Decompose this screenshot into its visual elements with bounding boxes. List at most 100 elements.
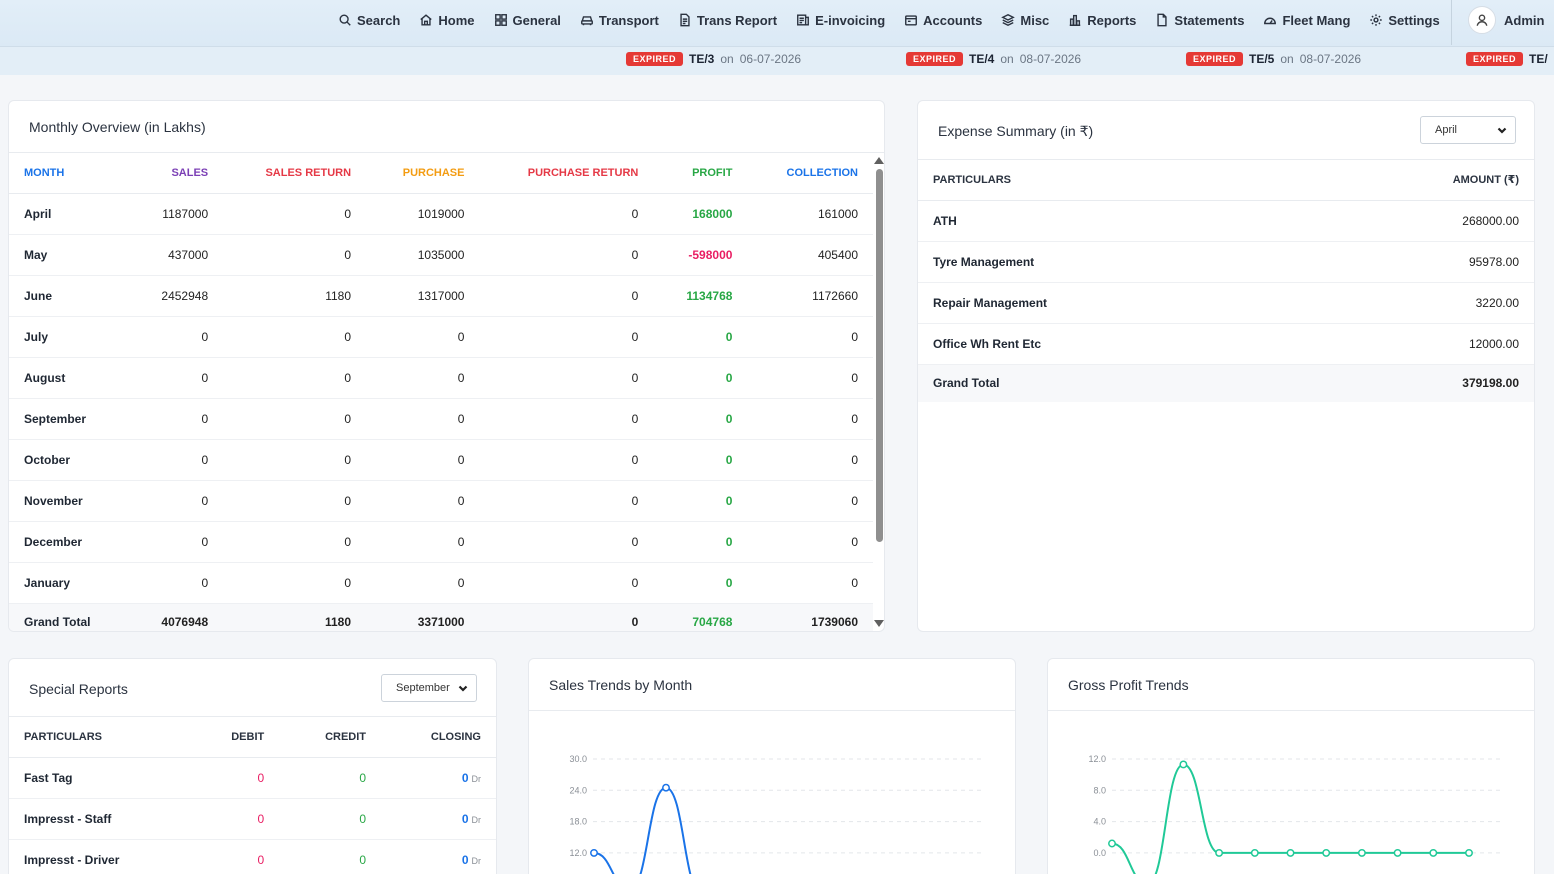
month-cell: September: [9, 398, 129, 440]
chevron-down-icon: [458, 685, 468, 692]
nav-item-transport[interactable]: Transport: [580, 13, 659, 28]
value-cell: 0: [479, 275, 654, 317]
user-menu[interactable]: Admin: [1468, 6, 1544, 34]
bar-chart-icon: [1070, 14, 1081, 26]
total-label: Grand Total: [918, 364, 1288, 402]
table-row: October 0 0 0 0 0 0: [9, 439, 873, 481]
special-month-select[interactable]: September: [381, 674, 477, 702]
column-header: CLOSING: [381, 717, 496, 758]
nav-item-statements[interactable]: Statements: [1155, 13, 1244, 28]
table-row: Impresst - Driver 0 0 0 Dr: [9, 839, 496, 874]
nav-item-e-invoicing[interactable]: E-invoicing: [796, 13, 885, 28]
nav-item-search[interactable]: Search: [338, 13, 400, 28]
table-row: April 1187000 0 1019000 0 168000 161000: [9, 193, 873, 235]
expense-table: PARTICULARS AMOUNT (₹) ATH 268000.00 Tyre M…: [918, 160, 1534, 402]
expense-month-select[interactable]: April: [1420, 116, 1516, 144]
table-row: July 0 0 0 0 0 0: [9, 316, 873, 358]
data-point[interactable]: [1357, 848, 1366, 857]
value-cell: 0: [223, 562, 367, 604]
value-cell: 0: [128, 480, 224, 522]
nav-item-general[interactable]: General: [494, 13, 561, 28]
nav-item-label: Home: [438, 12, 475, 28]
scroll-up-arrow-icon[interactable]: [874, 157, 884, 164]
credit-cell: 0: [279, 839, 382, 874]
value-cell: 0: [479, 234, 654, 276]
data-point[interactable]: [1250, 848, 1259, 857]
ticker-on: on: [1000, 52, 1014, 66]
month-cell: April: [9, 193, 129, 235]
nav-item-trans-report[interactable]: Trans Report: [678, 13, 777, 28]
total-cell: 4076948: [128, 603, 224, 631]
ticker-on: on: [1280, 52, 1294, 66]
nav-item-misc[interactable]: Misc: [1001, 13, 1049, 28]
nav-item-label: Settings: [1388, 12, 1440, 28]
value-cell: 405400: [747, 234, 873, 276]
column-header: CREDIT: [279, 717, 382, 758]
layers-icon: [1001, 13, 1016, 27]
column-header: PARTICULARS: [918, 160, 1288, 201]
nav-item-reports[interactable]: Reports: [1068, 13, 1136, 28]
particular-cell: Office Wh Rent Etc: [918, 323, 1288, 365]
ticker-item: EXPIRED TE/3 on 06-07-2026: [626, 52, 801, 66]
data-point[interactable]: [1465, 848, 1473, 857]
value-cell: 0: [747, 521, 873, 563]
nav-item-settings[interactable]: Settings: [1369, 12, 1440, 28]
ticker-date: 08-07-2026: [1299, 52, 1362, 66]
value-cell: 1019000: [366, 193, 480, 235]
dr-suffix: Dr: [471, 855, 482, 866]
y-tick-label: 30.0: [569, 754, 587, 764]
nav-item-fleet-mang[interactable]: Fleet Mang: [1263, 13, 1350, 28]
nav-item-label: Accounts: [923, 12, 983, 28]
data-point[interactable]: [590, 848, 598, 857]
series-line: [593, 786, 692, 874]
nav-item-label: Search: [357, 12, 401, 28]
value-cell: 0: [653, 439, 748, 481]
ticker-on: on: [720, 52, 734, 66]
particular-cell: Impresst - Staff: [9, 798, 189, 840]
value-cell: 0: [223, 521, 367, 563]
grid-icon: [494, 14, 507, 26]
y-tick-label: 24.0: [569, 785, 587, 795]
scroll-down-arrow-icon[interactable]: [874, 620, 884, 627]
particular-cell: Fast Tag: [9, 757, 189, 799]
card-title: Special Reports: [29, 681, 128, 697]
expense-summary-card: Expense Summary (in ₹) April PARTICULARS…: [917, 100, 1535, 632]
table-row: September 0 0 0 0 0 0: [9, 398, 873, 440]
closing-value: 0: [461, 770, 469, 785]
value-cell: 0: [479, 316, 654, 358]
value-cell: 168000: [653, 193, 748, 235]
chart-header: Sales Trends by Month: [529, 659, 1015, 711]
data-point[interactable]: [1286, 848, 1295, 857]
data-point[interactable]: [1179, 760, 1188, 769]
ticker-code: TE/3: [689, 52, 715, 66]
nav-item-accounts[interactable]: Accounts: [904, 13, 982, 28]
table-row: Fast Tag 0 0 0 Dr: [9, 757, 496, 799]
table-row: Office Wh Rent Etc 12000.00: [918, 323, 1534, 365]
value-cell: 0: [366, 316, 480, 358]
ticker-date: 06-07-2026: [739, 52, 802, 66]
expiry-ticker: EXPIRED TE/3 on 06-07-2026 EXPIRED TE/4 on 08-0…: [0, 47, 1554, 75]
expired-badge: EXPIRED: [906, 52, 964, 66]
nav-item-home[interactable]: Home: [419, 12, 475, 28]
data-point[interactable]: [1215, 848, 1224, 857]
expense-summary-header: Expense Summary (in ₹) April: [918, 101, 1534, 160]
column-header: PROFIT: [653, 153, 748, 194]
data-point[interactable]: [1393, 848, 1402, 857]
value-cell: 437000: [128, 234, 224, 276]
column-header: COLLECTION: [747, 153, 873, 194]
data-point[interactable]: [662, 783, 670, 792]
column-header: SALES: [128, 153, 224, 194]
data-point[interactable]: [1322, 848, 1331, 857]
closing-cell: 0 Dr: [381, 839, 496, 874]
data-point[interactable]: [1429, 848, 1438, 857]
column-header: PARTICULARS: [9, 717, 189, 758]
scroll-thumb[interactable]: [876, 169, 883, 542]
monthly-scrollbar[interactable]: [874, 157, 884, 627]
particular-cell: Impresst - Driver: [9, 839, 189, 874]
data-point[interactable]: [1108, 839, 1116, 848]
value-cell: 0: [747, 562, 873, 604]
dr-suffix: Dr: [471, 814, 482, 825]
value-cell: 0: [479, 193, 654, 235]
value-cell: 0: [479, 398, 654, 440]
select-value: September: [396, 682, 450, 694]
